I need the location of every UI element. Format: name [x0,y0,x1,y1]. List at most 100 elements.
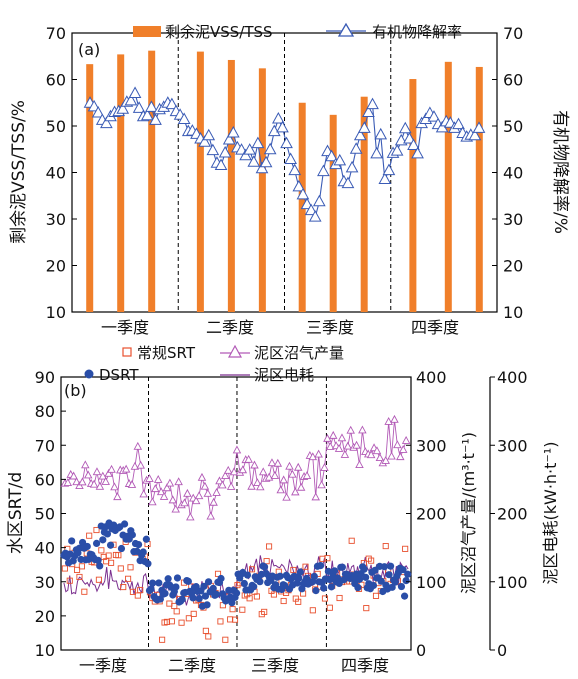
panel-a-left-axis-title: 剩余泥VSS/TSS/% [9,100,29,244]
quarter-label-q2: 二季度 [168,656,216,675]
conventional-srt-point [137,586,144,594]
degradation-rate-point [472,121,486,133]
legend-conventional-srt-marker [122,347,132,357]
vss-tss-bar-10 [409,79,417,312]
biogas-point [168,495,178,504]
degradation-rate-point [218,145,232,158]
biogas-point [343,441,353,450]
degradation-rate-point [378,172,392,184]
right-y-tick-label: 400 [416,368,447,387]
panel-a-degradation-line [83,86,486,222]
biogas-line [64,419,407,518]
degradation-rate-point [403,131,416,144]
panel-b-right-axis-title-biogas: 泥区沼气产量/(m³·t⁻¹) [459,432,478,594]
degradation-rate-point [312,194,326,207]
conventional-srt-point [222,636,229,643]
conventional-srt-point [168,618,175,625]
biogas-point [279,475,288,484]
degradation-rate-point [390,144,404,156]
biogas-point [317,480,326,489]
energy-line [63,555,409,606]
conventional-srt-point [202,627,209,634]
biogas-point [372,446,382,455]
dsrt-point [250,583,258,591]
degradation-rate-point [280,136,293,149]
dsrt-point [92,539,101,548]
dsrt-point [103,530,112,538]
biogas-point [229,467,239,476]
conventional-srt-point [61,565,68,572]
dsrt-point [324,567,332,575]
biogas-point [264,472,274,481]
conventional-srt-point [280,597,287,605]
right-y-tick-label: 70 [503,24,523,43]
dsrt-point [316,562,325,570]
degradation-rate-point [452,117,465,130]
degradation-rate-point [214,158,228,171]
left-y-tick-label: 90 [35,368,55,387]
dsrt-point [256,578,264,586]
conventional-srt-point [66,577,73,584]
dsrt-point [334,574,342,582]
dsrt-point [173,574,182,582]
dsrt-point [330,567,339,575]
left-y-tick-label: 20 [35,607,55,626]
biogas-point [296,482,306,491]
dsrt-point [243,571,252,579]
degradation-rate-point [353,128,367,141]
degradation-rate-point [226,125,240,138]
dsrt-point [142,535,150,543]
right-y-tick-label: 50 [503,117,523,136]
degradation-rate-point [206,143,220,156]
biogas-point [151,484,160,493]
biogas-point [282,492,291,501]
biogas-point [180,498,189,507]
conventional-srt-point [348,537,355,544]
conventional-srt-point [95,576,102,583]
biogas-point [337,433,347,442]
quarter-label-q3: 三季度 [251,656,299,675]
biogas-point [156,487,166,496]
dsrt-point [388,583,396,591]
panel-b-energy-series [63,555,409,606]
conventional-srt-point [382,543,389,550]
quarter-label-q4: 四季度 [341,656,389,675]
quarter-label-q1: 一季度 [79,656,127,675]
degradation-rate-point [358,121,371,133]
dsrt-point [204,578,213,586]
panel-b: 10 20 30 40 50 60 70 80 90 0 0 100 100 200 200 300 300 40… [6,344,560,675]
vss-tss-bar-5 [227,59,235,312]
biogas-point [323,433,332,442]
right-y-tick-label: 40 [503,164,523,183]
biogas-point [110,482,119,491]
degradation-rate-point [267,124,281,137]
degradation-rate-point [382,163,396,176]
degradation-rate-point [272,111,285,124]
biogas-point [215,476,224,485]
biogas-point [63,478,73,487]
dsrt-point [195,594,203,603]
dsrt-point [209,584,217,592]
degradation-rate-point [325,149,338,162]
left-y-tick-label: 10 [35,641,55,660]
conventional-srt-point [120,584,127,591]
vss-tss-bar-6 [258,68,266,312]
conventional-srt-point [326,604,333,611]
degradation-rate-point [239,148,252,161]
biogas-point [81,460,90,469]
conventional-srt-point [309,607,316,614]
biogas-point [72,477,81,486]
second-right-y-tick-label: 300 [497,436,528,455]
dsrt-point [355,575,364,583]
right-y-tick-label: 200 [416,505,447,524]
right-y-tick-label: 100 [416,573,447,592]
panel-b-quarter-dividers [148,377,327,650]
right-y-tick-label: 30 [503,210,523,229]
panel-b-quarter-labels: 一季度 二季度 三季度 四季度 [79,656,389,675]
conventional-srt-point [73,566,81,573]
conventional-srt-point [290,566,297,574]
degradation-rate-point [366,97,379,110]
vss-tss-bar-12 [475,66,483,312]
conventional-srt-point [173,608,180,615]
